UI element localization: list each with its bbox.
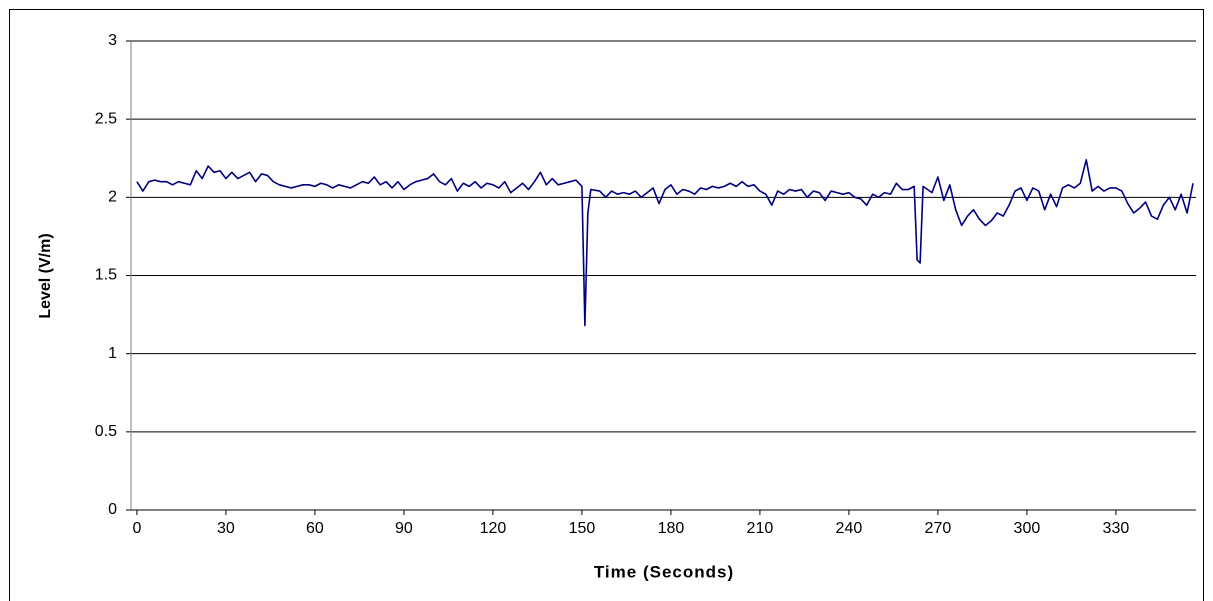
x-tick-label: 150	[569, 520, 596, 537]
x-tick-label: 60	[306, 520, 324, 537]
y-tick-label: 1.5	[95, 267, 117, 284]
y-tick-label: 2.5	[95, 110, 117, 127]
x-tick-label: 210	[747, 520, 774, 537]
chart-frame	[9, 9, 1204, 601]
y-tick-label: 2	[108, 189, 117, 206]
x-tick-label: 180	[658, 520, 685, 537]
x-tick-label: 90	[395, 520, 413, 537]
x-tick-label: 0	[132, 520, 141, 537]
x-tick-label: 240	[836, 520, 863, 537]
y-tick-label: 1	[108, 345, 117, 362]
x-tick-label: 300	[1014, 520, 1041, 537]
x-tick-label: 330	[1103, 520, 1130, 537]
x-tick-label: 270	[925, 520, 952, 537]
x-tick-label: 30	[217, 520, 235, 537]
x-tick-label: 120	[480, 520, 507, 537]
x-axis-label: Time (Seconds)	[594, 562, 734, 581]
y-tick-label: 0	[108, 501, 117, 518]
y-axis-label: Level (V/m)	[37, 233, 54, 318]
y-tick-label: 3	[108, 32, 117, 49]
data-line	[136, 159, 1194, 327]
y-tick-label: 0.5	[95, 423, 117, 440]
